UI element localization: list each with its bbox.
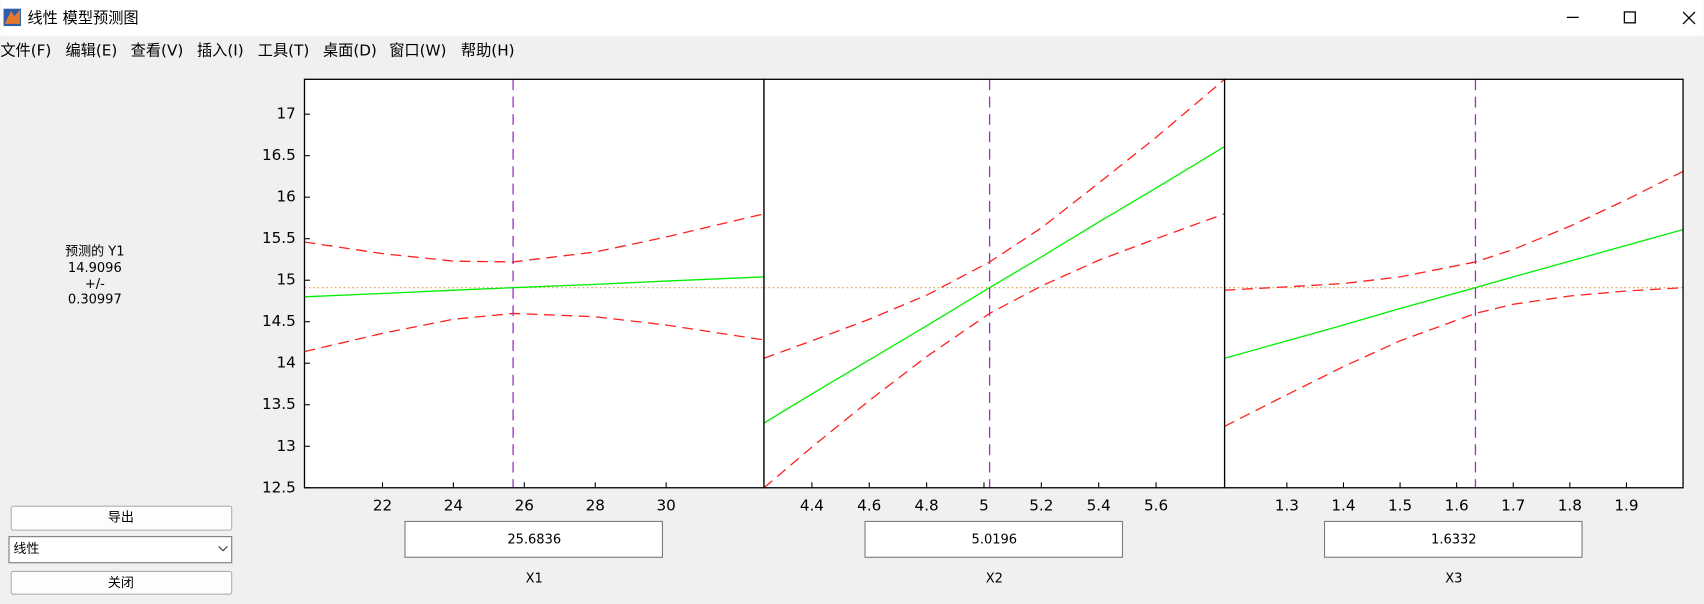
left-panel: 预测的 Y1 14.9096 +/- 0.30997 导出 线性 关闭: [8, 244, 233, 595]
axes-frame: [1223, 78, 1684, 489]
y-tick-label: 16.5: [262, 146, 296, 164]
maximize-button[interactable]: [1623, 11, 1636, 24]
y-tick-label: 17: [276, 105, 295, 123]
y-tick-label: 15: [276, 271, 295, 289]
y-tick-label: 15.5: [262, 229, 296, 247]
axes-bg: [304, 79, 765, 488]
prediction-pm: +/-: [85, 277, 105, 292]
model-select-value: 线性: [13, 542, 39, 557]
y-tick-label: 16: [276, 188, 295, 206]
x-tick-label: 4.6: [857, 497, 881, 515]
x-value-input[interactable]: [1324, 520, 1583, 558]
x-tick-label: 4.8: [915, 497, 939, 515]
y-tick-label: 14: [276, 354, 295, 372]
x-value-input[interactable]: [864, 520, 1124, 558]
model-select[interactable]: [8, 536, 233, 564]
close-button-label: 关闭: [108, 576, 134, 591]
x-axis-label: X3: [1445, 572, 1462, 587]
x-tick-label: 28: [586, 497, 605, 515]
x-tick-label: 5.6: [1144, 497, 1168, 515]
plot: 1.3 1.4 1.5 1.6 1.7 1.8 1.9 1.6332 X3: [1223, 78, 1684, 587]
menu-item[interactable]: 查看(V): [131, 42, 184, 60]
y-tick-label: 14.5: [262, 312, 296, 330]
x-tick-label: 5: [979, 497, 989, 515]
x-value-text: 1.6332: [1431, 532, 1477, 547]
x-tick-label: 30: [656, 497, 675, 515]
x-tick-label: 22: [373, 497, 392, 515]
x-value-input[interactable]: [404, 520, 663, 558]
close-button[interactable]: [10, 570, 233, 595]
axes-bg: [764, 79, 1225, 488]
menu-item[interactable]: 桌面(D): [323, 42, 377, 60]
x-tick-label: 1.8: [1558, 497, 1582, 515]
fit-line: [1224, 228, 1684, 359]
x-tick-label: 1.6: [1445, 497, 1469, 515]
plot-area: [304, 79, 765, 488]
plot-area: [1224, 79, 1684, 488]
export-button[interactable]: [10, 505, 233, 531]
x-axis-label: X2: [986, 572, 1003, 587]
menu-item[interactable]: 窗口(W): [389, 42, 446, 60]
x-tick-label: 1.4: [1331, 497, 1355, 515]
menu-item[interactable]: 工具(T): [258, 42, 310, 60]
x-tick-label: 24: [444, 497, 463, 515]
menu-item[interactable]: 编辑(E): [65, 42, 117, 60]
plot: 22 24 26 28 30 12.5 13 13.5 14 14.5 15 15.5 16 16.5 17…: [262, 78, 765, 587]
x-tick-label: 1.7: [1501, 497, 1525, 515]
plot-area: [764, 79, 1225, 488]
window-title: 线性 模型预测图: [27, 9, 138, 27]
close-window-button[interactable]: [1682, 11, 1696, 25]
menu-item[interactable]: 帮助(H): [461, 42, 515, 60]
x-tick-label: 5.2: [1029, 497, 1053, 515]
fit-line: [304, 276, 765, 298]
x-tick-label: 5.4: [1087, 497, 1111, 515]
menu-item[interactable]: 文件(F): [0, 42, 51, 60]
x-tick-label: 1.3: [1275, 497, 1299, 515]
confidence-bound: [1224, 287, 1684, 427]
select-chevron: [218, 546, 228, 552]
y-tick-label: 13: [276, 437, 295, 455]
fit-line: [764, 145, 1225, 424]
x-tick-label: 1.5: [1388, 497, 1412, 515]
title-bar: [0, 0, 1704, 36]
prediction-interval: 0.30997: [68, 292, 122, 307]
y-tick-label: 12.5: [262, 478, 296, 496]
menu-item[interactable]: 插入(I): [197, 42, 244, 60]
x-tick-label: 26: [515, 497, 534, 515]
plot: 4.4 4.6 4.8 5 5.2 5.4 5.6 5.0196 X2: [763, 78, 1226, 587]
prediction-label: 预测的 Y1: [65, 244, 124, 260]
x-axis-label: X1: [526, 572, 543, 587]
axes-bg: [1224, 79, 1684, 488]
app-icon: [3, 8, 21, 27]
export-button-label: 导出: [108, 511, 134, 526]
x-value-text: 5.0196: [972, 532, 1018, 547]
x-value-text: 25.6836: [507, 532, 561, 547]
prediction-value: 14.9096: [68, 261, 122, 276]
x-tick-label: 1.9: [1614, 497, 1638, 515]
x-tick-label: 4.4: [800, 497, 824, 515]
y-tick-label: 13.5: [262, 395, 296, 413]
menu-bar: 文件(F) 编辑(E) 查看(V) 插入(I) 工具(T) 桌面(D) 窗口(W) 帮助(H): [0, 42, 514, 60]
